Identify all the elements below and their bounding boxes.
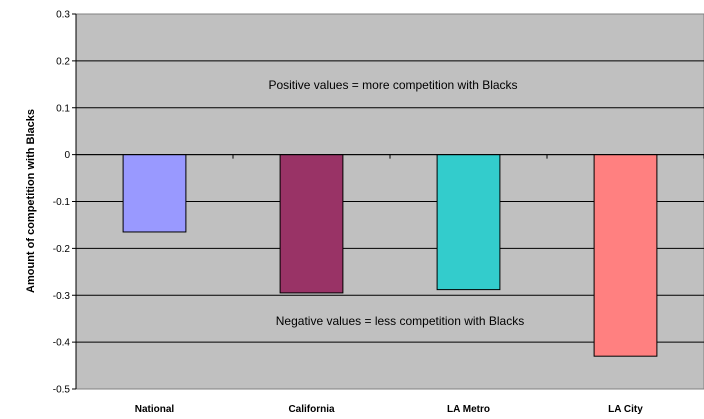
negative-annotation: Negative values = less competition with … [276, 314, 524, 328]
y-tick-label: 0 [64, 150, 70, 161]
bar-national [123, 155, 186, 232]
y-axis-label: Amount of competition with Blacks [25, 109, 37, 293]
y-tick-label: -0.4 [53, 338, 71, 349]
y-tick-label: -0.1 [53, 197, 71, 208]
y-tick-label: 0.1 [56, 103, 70, 114]
y-tick-label: -0.2 [53, 244, 71, 255]
bar-la-city [594, 155, 657, 357]
y-tick-label: 0.3 [56, 10, 70, 21]
x-category-label: California [288, 404, 335, 415]
y-tick-label: -0.5 [53, 385, 71, 396]
category-labels: National California LA Metro LA City [135, 404, 643, 415]
tick-labels: 0.3 0.2 0.1 0 -0.1 -0.2 -0.3 -0.4 -0.5 [53, 10, 71, 396]
x-category-label: LA City [608, 404, 643, 415]
x-category-label: LA Metro [447, 404, 490, 415]
y-tick-label: -0.3 [53, 291, 71, 302]
bar-california [280, 155, 343, 293]
y-tick-label: 0.2 [56, 56, 70, 67]
bar-la-metro [437, 155, 500, 290]
x-category-label: National [135, 404, 175, 415]
positive-annotation: Positive values = more competition with … [268, 78, 517, 92]
